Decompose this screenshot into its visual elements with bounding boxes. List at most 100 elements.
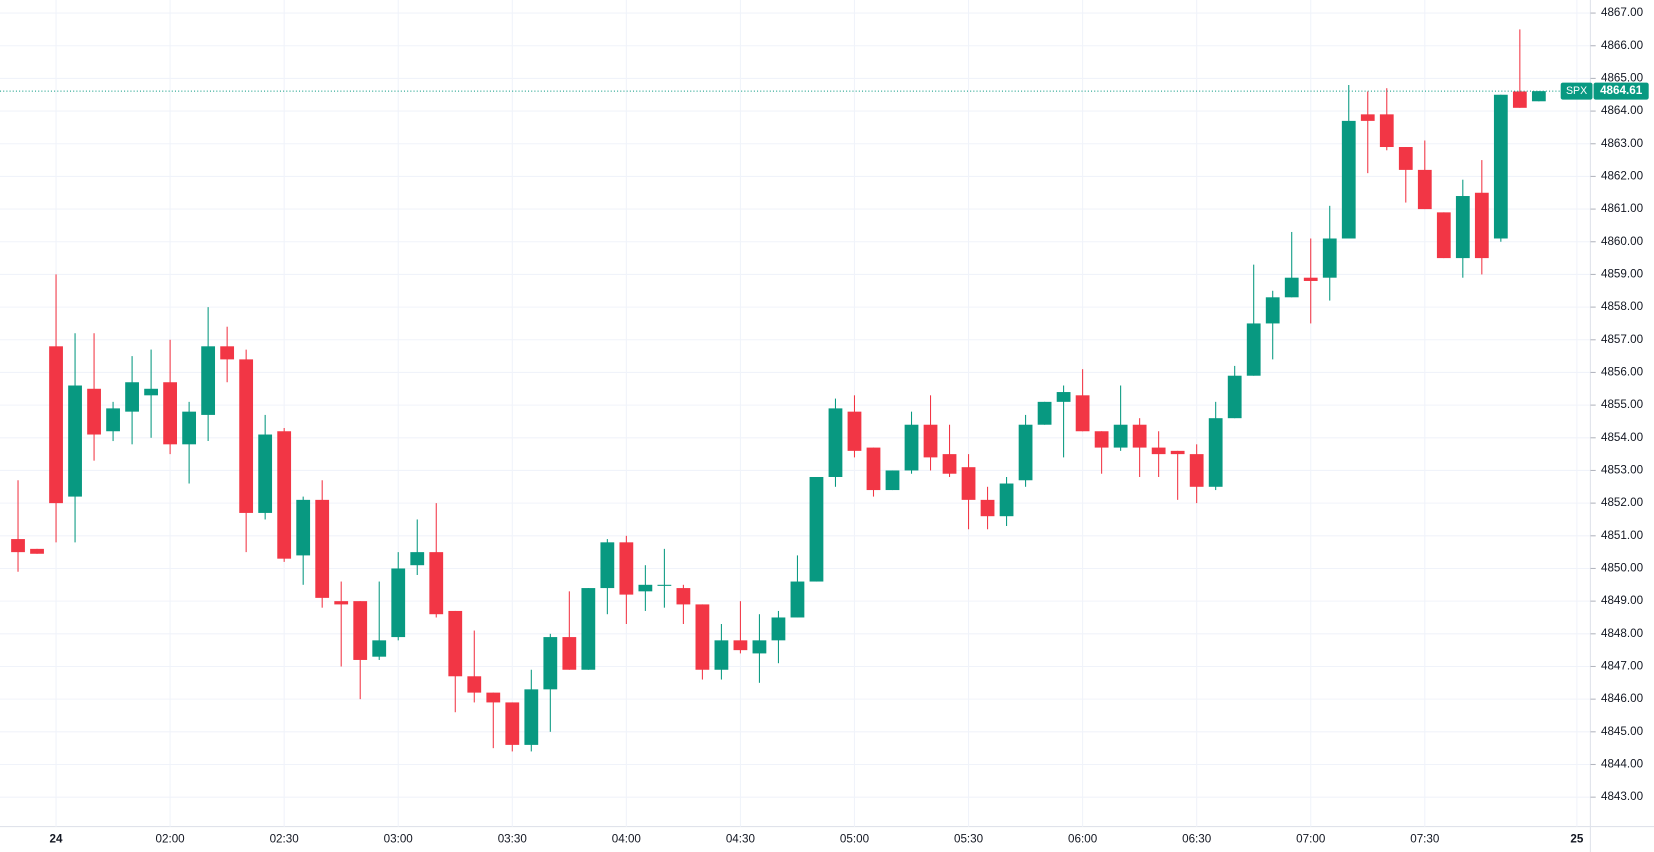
candle-body — [1075, 395, 1090, 432]
candle-body — [68, 385, 82, 497]
candle-body — [258, 434, 273, 513]
candle-body — [866, 447, 881, 491]
candle-body — [885, 470, 900, 491]
x-tick-label: 06:00 — [1068, 832, 1098, 845]
candle-body — [961, 467, 976, 500]
y-tick-label: 4864.00 — [1601, 104, 1644, 117]
candle-body — [467, 676, 482, 693]
x-tick-label: 03:30 — [498, 832, 528, 845]
candle-body — [1189, 454, 1204, 487]
candle-body — [1360, 114, 1375, 121]
y-tick-label: 4850.00 — [1601, 562, 1644, 575]
x-tick-label: 05:00 — [840, 832, 870, 845]
candle-body — [277, 431, 292, 559]
candle-body — [410, 552, 425, 566]
y-tick-label: 4845.00 — [1601, 725, 1644, 738]
candle-body — [1322, 238, 1337, 278]
candle-body — [847, 411, 862, 451]
y-tick-label: 4852.00 — [1601, 496, 1644, 509]
y-tick-label: 4849.00 — [1601, 594, 1644, 607]
candle-body — [220, 346, 235, 360]
candle-body — [296, 499, 311, 556]
last-price-label: 4864.61 — [1600, 84, 1643, 97]
candle-body — [239, 359, 254, 513]
x-tick-label: 06:30 — [1182, 832, 1212, 845]
candle-body — [1208, 418, 1223, 487]
y-tick-label: 4866.00 — [1601, 39, 1644, 52]
candle-body — [1379, 114, 1394, 148]
y-tick-label: 4858.00 — [1601, 300, 1644, 313]
candle-body — [790, 581, 805, 618]
candle-body — [30, 548, 44, 554]
candle-body — [163, 382, 177, 445]
candle-body — [733, 640, 748, 651]
candle-body — [695, 604, 710, 670]
candle-body — [1018, 424, 1033, 481]
candle-body — [562, 637, 577, 670]
y-tick-label: 4859.00 — [1601, 268, 1644, 281]
candle-body — [581, 588, 596, 670]
candle-body — [1398, 147, 1413, 170]
candle-body — [106, 408, 120, 432]
x-tick-label: 03:00 — [384, 832, 414, 845]
candle-body — [391, 568, 406, 638]
candle-body — [1436, 212, 1451, 259]
y-tick-label: 4853.00 — [1601, 464, 1644, 477]
candle-body — [543, 637, 558, 690]
x-tick-label: 07:00 — [1296, 832, 1326, 845]
x-tick-label: 24 — [50, 832, 63, 845]
candle-body — [1113, 424, 1128, 448]
candle-body — [315, 499, 330, 598]
candle-body — [1151, 447, 1166, 455]
x-tick-label: 07:30 — [1410, 832, 1440, 845]
candle-body — [505, 702, 520, 745]
candle-body — [752, 640, 767, 654]
candle-body — [486, 692, 501, 703]
y-tick-label: 4857.00 — [1601, 333, 1644, 346]
candle-body — [714, 640, 729, 670]
candle-body — [904, 424, 919, 471]
candle-body — [125, 382, 139, 412]
candle-body — [353, 601, 368, 660]
candle-body — [771, 617, 786, 641]
candle-body — [1170, 450, 1185, 455]
candle-body — [980, 499, 995, 517]
candle-body — [144, 388, 158, 396]
candle-body — [809, 476, 824, 582]
y-tick-label: 4856.00 — [1601, 366, 1644, 379]
candle-body — [448, 610, 463, 677]
candle-body — [1474, 192, 1489, 259]
y-tick-label: 4846.00 — [1601, 692, 1644, 705]
candle-body — [372, 640, 387, 657]
candle-body — [600, 542, 615, 589]
y-tick-label: 4861.00 — [1601, 202, 1644, 215]
candle-body — [1037, 401, 1052, 425]
candle-body — [619, 542, 634, 595]
y-tick-label: 4844.00 — [1601, 758, 1644, 771]
symbol-label: SPX — [1566, 85, 1587, 97]
y-tick-label: 4862.00 — [1601, 170, 1644, 183]
y-tick-label: 4854.00 — [1601, 431, 1644, 444]
y-tick-label: 4860.00 — [1601, 235, 1644, 248]
candle-body — [334, 601, 349, 605]
x-tick-label: 04:30 — [726, 832, 756, 845]
x-tick-label: 02:30 — [270, 832, 300, 845]
candle-body — [999, 483, 1014, 517]
x-tick-label: 04:00 — [612, 832, 642, 845]
candle-body — [524, 689, 539, 745]
y-tick-label: 4851.00 — [1601, 529, 1644, 542]
candle-body — [1056, 392, 1071, 402]
candle-body — [1417, 169, 1432, 210]
candle-body — [1284, 277, 1299, 298]
candle-body — [1531, 91, 1546, 102]
candle-body — [1341, 120, 1356, 239]
candle-body — [1265, 297, 1280, 324]
x-tick-label: 02:00 — [156, 832, 186, 845]
price-badge — [1593, 82, 1649, 100]
candle-body — [1512, 91, 1527, 108]
candle-body — [1455, 196, 1470, 259]
candle-body — [49, 346, 63, 504]
